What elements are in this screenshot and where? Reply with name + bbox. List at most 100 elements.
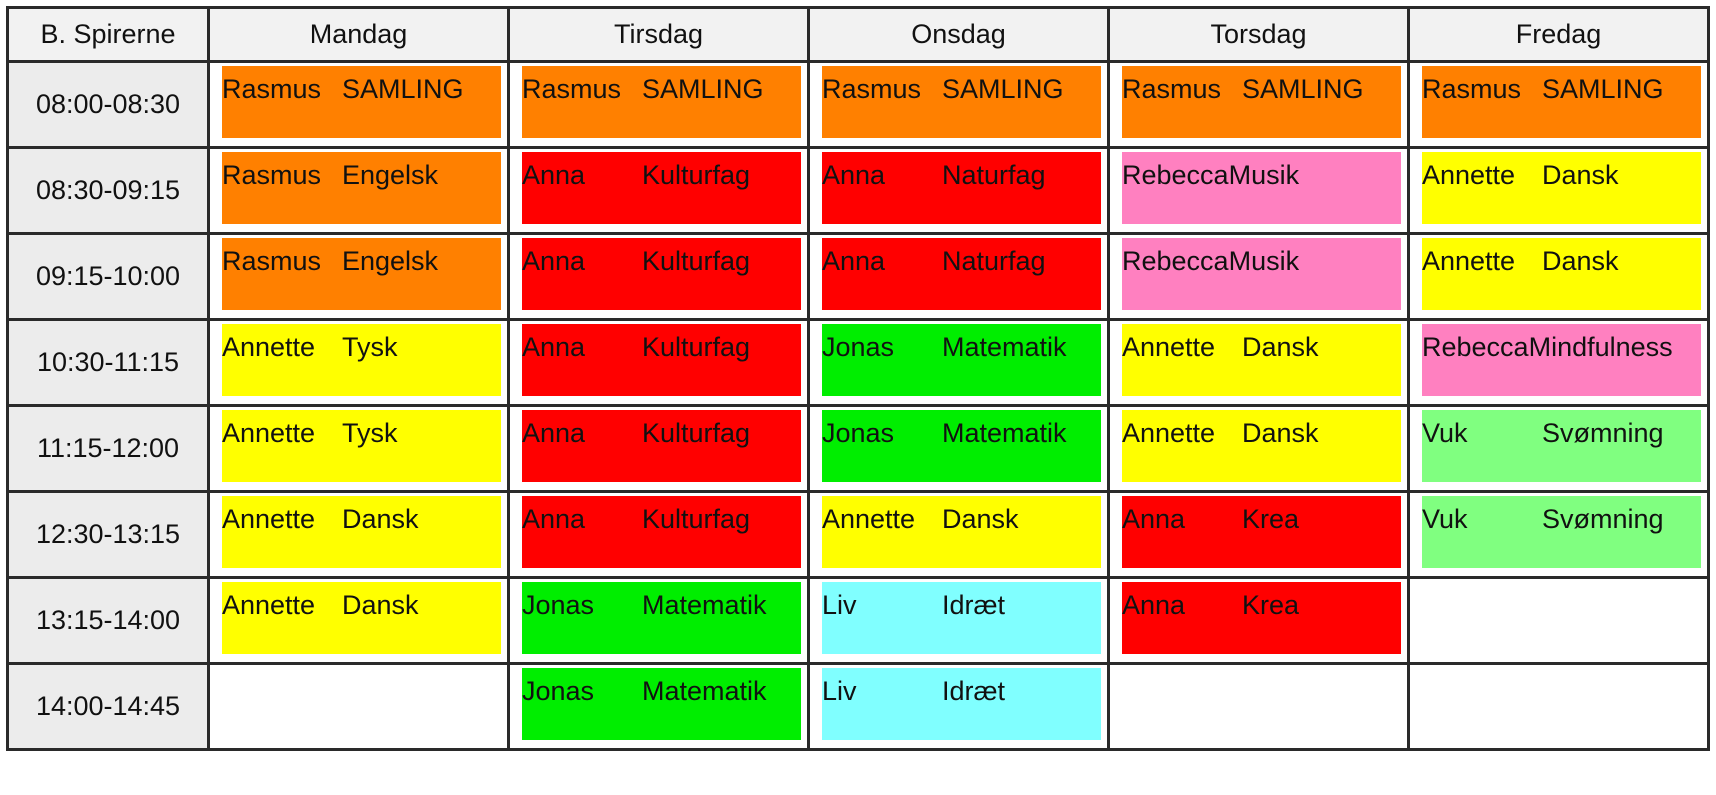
schedule-cell: Vuk Svømning (1407, 404, 1710, 493)
subject-name: Kulturfag (642, 504, 751, 534)
subject-name: Dansk (1242, 332, 1319, 362)
schedule-cell: Annette Tysk (207, 404, 510, 493)
teacher-name: Annette (1122, 332, 1216, 362)
subject-name: Svømning (1542, 418, 1664, 448)
lesson-block[interactable]: Jonas Matematik (522, 582, 801, 654)
subject-name: Dansk (942, 504, 1019, 534)
time-slot-row: 14:00-14:45 Jonas Matematik Liv Idræt (6, 662, 1710, 751)
lesson-block[interactable]: Annette Tysk (222, 410, 501, 482)
subject-name: Matematik (642, 590, 767, 620)
teacher-name: Liv (822, 676, 857, 706)
lesson-block[interactable]: Jonas Matematik (522, 668, 801, 740)
time-slot-row: 13:15-14:00 Annette Dansk Jonas Matematik Liv… (6, 576, 1710, 665)
time-slot-label: 12:30-13:15 (6, 490, 210, 579)
teacher-name: Anna (822, 160, 886, 190)
teacher-name: Rasmus (522, 74, 622, 104)
time-slot-row: 12:30-13:15 Annette Dansk Anna Kulturfag Anne… (6, 490, 1710, 579)
day-header-monday: Mandag (207, 6, 510, 63)
lesson-block[interactable]: Rasmus SAMLING (822, 66, 1101, 138)
lesson-block[interactable]: Annette Dansk (1422, 152, 1701, 224)
lesson-block[interactable]: Rasmus SAMLING (1122, 66, 1401, 138)
subject-name: Matematik (642, 676, 767, 706)
lesson-block[interactable]: Liv Idræt (822, 582, 1101, 654)
lesson-block[interactable]: Annette Tysk (222, 324, 501, 396)
subject-name: Dansk (342, 590, 419, 620)
subject-name: Mindfulness (1528, 332, 1673, 362)
lesson-block[interactable]: Vuk Svømning (1422, 410, 1701, 482)
lesson-block[interactable]: Anna Naturfag (822, 238, 1101, 310)
schedule-table: B. Spirerne Mandag Tirsdag Onsdag Torsda… (6, 6, 1710, 751)
schedule-cell (1407, 662, 1710, 751)
lesson-block[interactable]: Vuk Svømning (1422, 496, 1701, 568)
lesson-block[interactable]: Anna Kulturfag (522, 496, 801, 568)
schedule-cell (1107, 662, 1410, 751)
day-header-wednesday: Onsdag (807, 6, 1110, 63)
subject-name: SAMLING (342, 74, 464, 104)
schedule-cell: Rasmus SAMLING (207, 60, 510, 149)
schedule-cell: Annette Dansk (207, 576, 510, 665)
lesson-block[interactable]: Anna Naturfag (822, 152, 1101, 224)
schedule-cell: Annette Dansk (1107, 318, 1410, 407)
time-slot-row: 09:15-10:00 Rasmus Engelsk Anna Kulturfag Ann… (6, 232, 1710, 321)
lesson-block[interactable]: Anna Krea (1122, 496, 1401, 568)
schedule-cell: Annette Dansk (1407, 232, 1710, 321)
lesson-block[interactable]: Anna Kulturfag (522, 238, 801, 310)
lesson-block[interactable]: Rasmus SAMLING (522, 66, 801, 138)
subject-name: Dansk (1242, 418, 1319, 448)
subject-name: Dansk (1542, 246, 1619, 276)
lesson-block[interactable]: Rasmus SAMLING (1422, 66, 1701, 138)
schedule-cell: Anna Kulturfag (507, 490, 810, 579)
subject-name: Engelsk (342, 160, 439, 190)
teacher-name: Annette (222, 590, 316, 620)
schedule-cell: Rasmus SAMLING (1407, 60, 1710, 149)
lesson-block[interactable]: Annette Dansk (222, 582, 501, 654)
schedule-cell: Rasmus SAMLING (807, 60, 1110, 149)
lesson-block[interactable]: Rasmus SAMLING (222, 66, 501, 138)
teacher-name: Annette (222, 504, 316, 534)
lesson-block[interactable]: Liv Idræt (822, 668, 1101, 740)
subject-name: Kulturfag (642, 332, 751, 362)
lesson-block[interactable]: Rasmus Engelsk (222, 238, 501, 310)
schedule-cell (207, 662, 510, 751)
lesson-block[interactable]: Anna Kulturfag (522, 152, 801, 224)
subject-name: Tysk (342, 418, 398, 448)
subject-name: SAMLING (1242, 74, 1364, 104)
teacher-name: Anna (522, 332, 586, 362)
subject-name: Svømning (1542, 504, 1664, 534)
subject-name: Naturfag (942, 160, 1046, 190)
subject-name: Idræt (942, 676, 1006, 706)
subject-name: Dansk (342, 504, 419, 534)
schedule-cell: Annette Dansk (1407, 146, 1710, 235)
lesson-block[interactable]: Rasmus Engelsk (222, 152, 501, 224)
schedule-cell: Anna Naturfag (807, 146, 1110, 235)
lesson-block[interactable]: Anna Krea (1122, 582, 1401, 654)
lesson-block[interactable]: Jonas Matematik (822, 324, 1101, 396)
schedule-cell: Vuk Svømning (1407, 490, 1710, 579)
subject-name: Musik (1228, 160, 1300, 190)
lesson-block[interactable]: Rebecca Musik (1122, 152, 1401, 224)
teacher-name: Rasmus (822, 74, 922, 104)
day-header-friday: Fredag (1407, 6, 1710, 63)
lesson-block[interactable]: Annette Dansk (222, 496, 501, 568)
schedule-cell (1407, 576, 1710, 665)
lesson-block[interactable]: Rebecca Musik (1122, 238, 1401, 310)
teacher-name: Jonas (822, 418, 895, 448)
teacher-name: Anna (522, 160, 586, 190)
schedule-cell: Jonas Matematik (807, 318, 1110, 407)
lesson-block[interactable]: Annette Dansk (1122, 324, 1401, 396)
lesson-block[interactable]: Jonas Matematik (822, 410, 1101, 482)
lesson-block[interactable]: Anna Kulturfag (522, 324, 801, 396)
teacher-name: Anna (522, 418, 586, 448)
teacher-name: Rebecca (1122, 246, 1229, 276)
schedule-cell: Anna Krea (1107, 490, 1410, 579)
teacher-name: Annette (222, 418, 316, 448)
schedule-cell: Annette Dansk (1107, 404, 1410, 493)
lesson-block[interactable]: Annette Dansk (1122, 410, 1401, 482)
schedule-cell: Jonas Matematik (807, 404, 1110, 493)
subject-name: Krea (1242, 590, 1300, 620)
lesson-block[interactable]: Annette Dansk (822, 496, 1101, 568)
lesson-block[interactable]: Rebecca Mindfulness (1422, 324, 1701, 396)
lesson-block[interactable]: Anna Kulturfag (522, 410, 801, 482)
time-slot-row: 08:30-09:15 Rasmus Engelsk Anna Kulturfag Ann… (6, 146, 1710, 235)
lesson-block[interactable]: Annette Dansk (1422, 238, 1701, 310)
